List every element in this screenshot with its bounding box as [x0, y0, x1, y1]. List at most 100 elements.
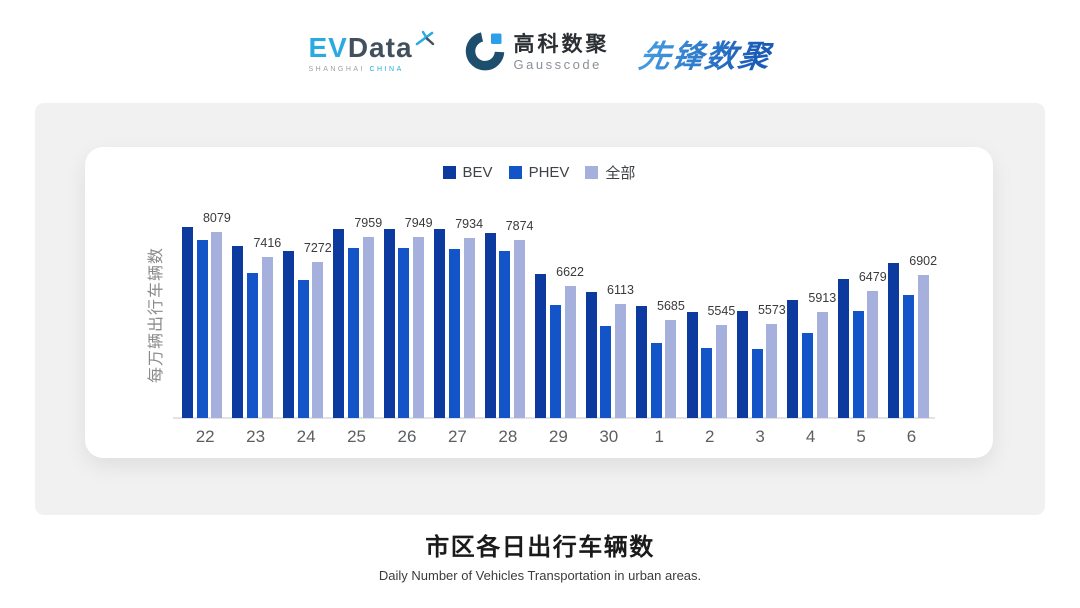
x-tick-4: 4	[805, 427, 816, 446]
bar-value-label-30: 6113	[607, 283, 634, 297]
bar-value-label-4: 5913	[808, 291, 837, 305]
bar-group-4	[787, 147, 828, 418]
bar-BEV-1	[636, 306, 648, 418]
x-tick-2: 2	[704, 427, 715, 446]
legend-swatch-icon	[508, 166, 522, 179]
bar-group-6	[888, 147, 929, 418]
bar-PHEV-24	[297, 280, 309, 418]
gausscode-wordmark: 高科数聚 Gausscode	[514, 33, 610, 72]
bar-PHEV-23	[247, 273, 259, 418]
bar-全部-26	[413, 237, 425, 418]
bar-BEV-30	[585, 292, 597, 418]
bar-value-label-29: 6622	[556, 265, 584, 279]
bar-BEV-3	[736, 311, 748, 418]
bar-value-label-3: 5573	[757, 303, 786, 317]
bar-全部-27	[463, 238, 475, 418]
bar-group-2	[686, 147, 728, 418]
bar-BEV-24	[282, 251, 294, 418]
bar-value-label-24: 7272	[303, 241, 332, 255]
header-logo-row: EV Data SHANGHAI CHINA	[0, 22, 1080, 84]
x-tick-26: 26	[397, 427, 417, 446]
bar-value-label-2: 5545	[707, 304, 736, 318]
bar-value-label-27: 7934	[455, 217, 484, 231]
legend-label: 全部	[605, 165, 636, 182]
bar-PHEV-5	[852, 311, 864, 418]
x-tick-24: 24	[296, 427, 316, 446]
x-tick-29: 29	[548, 427, 568, 446]
evdata-subtitle-location: SHANGHAI	[308, 65, 370, 73]
x-tick-25: 25	[347, 427, 366, 446]
bar-group-5	[837, 147, 879, 418]
bar-全部-28	[514, 240, 526, 418]
bar-BEV-23	[232, 246, 244, 418]
bar-group-27	[434, 147, 475, 418]
bar-PHEV-3	[751, 349, 763, 418]
evdata-subtitle-country: CHINA	[369, 65, 404, 73]
x-tick-5: 5	[856, 427, 866, 446]
bar-全部-1	[665, 320, 677, 418]
bar-BEV-27	[434, 229, 446, 418]
bar-value-label-1: 5685	[657, 299, 685, 313]
bar-BEV-6	[888, 263, 900, 418]
x-tick-1: 1	[654, 427, 664, 446]
bar-group-29	[535, 147, 576, 418]
bar-BEV-29	[535, 274, 547, 418]
evdata-star-icon	[415, 30, 435, 54]
evdata-subtitle: SHANGHAI CHINA	[308, 66, 403, 73]
chart-caption: 市区各日出行车辆数 Daily Number of Vehicles Trans…	[0, 527, 1080, 583]
x-axis-line	[173, 417, 935, 419]
bar-value-label-5: 6479	[858, 270, 887, 284]
bar-PHEV-30	[600, 326, 612, 418]
legend-item-BEV: BEV	[442, 164, 493, 181]
chart-subtitle: Daily Number of Vehicles Transportation …	[378, 568, 702, 583]
bar-group-22	[182, 147, 223, 418]
bar-group-3	[736, 147, 778, 418]
bar-全部-4	[816, 312, 828, 418]
x-tick-3: 3	[755, 427, 765, 446]
bar-全部-23	[261, 257, 273, 418]
bar-BEV-22	[182, 227, 193, 418]
x-tick-27: 27	[447, 427, 467, 446]
evdata-ev-text: EV	[308, 31, 348, 63]
evdata-logo: EV Data SHANGHAI CHINA	[308, 30, 434, 73]
bar-group-30	[585, 147, 627, 418]
x-tick-6: 6	[906, 427, 917, 446]
chart-title: 市区各日出行车辆数	[425, 534, 655, 561]
gausscode-en-text: Gausscode	[513, 56, 602, 72]
pioneer-logo: 先锋数聚	[636, 31, 776, 76]
bar-value-label-6: 6902	[909, 254, 938, 268]
bar-PHEV-25	[348, 248, 360, 418]
chart-card: BEV PHEV 全部 每万辆出行车辆数 8079 22 7416 23 7272 24 795…	[85, 147, 993, 458]
bar-value-label-25: 7959	[354, 216, 383, 230]
x-tick-23: 23	[246, 427, 266, 446]
evdata-wordmark: EV Data	[308, 30, 434, 63]
bar-PHEV-1	[650, 343, 662, 418]
evdata-data-text: Data	[347, 31, 413, 63]
bar-BEV-25	[333, 229, 345, 418]
bar-全部-2	[715, 325, 727, 418]
bar-全部-25	[362, 237, 374, 418]
bar-BEV-5	[837, 279, 849, 418]
gausscode-g-icon	[465, 31, 505, 76]
x-tick-28: 28	[498, 427, 518, 446]
bar-value-label-26: 7949	[404, 216, 433, 230]
bar-group-23	[232, 147, 273, 418]
bar-全部-3	[766, 324, 778, 418]
chart-legend: BEV PHEV 全部	[85, 162, 993, 183]
bar-value-label-23: 7416	[253, 236, 282, 250]
legend-label: BEV	[462, 164, 493, 181]
bar-全部-5	[867, 291, 879, 418]
legend-item-PHEV: PHEV	[508, 164, 569, 181]
bar-PHEV-26	[398, 248, 410, 418]
bar-BEV-28	[484, 233, 496, 418]
bar-PHEV-29	[549, 305, 561, 418]
gausscode-cn-text: 高科数聚	[513, 33, 610, 57]
legend-swatch-icon	[585, 166, 599, 179]
bar-BEV-2	[686, 312, 698, 418]
bar-PHEV-28	[499, 251, 511, 418]
bar-PHEV-2	[701, 348, 713, 418]
bar-group-28	[484, 147, 526, 418]
bar-全部-24	[312, 262, 324, 418]
bar-BEV-26	[383, 229, 395, 418]
